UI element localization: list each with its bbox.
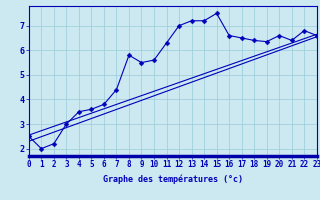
X-axis label: Graphe des températures (°c): Graphe des températures (°c) [103, 175, 243, 184]
